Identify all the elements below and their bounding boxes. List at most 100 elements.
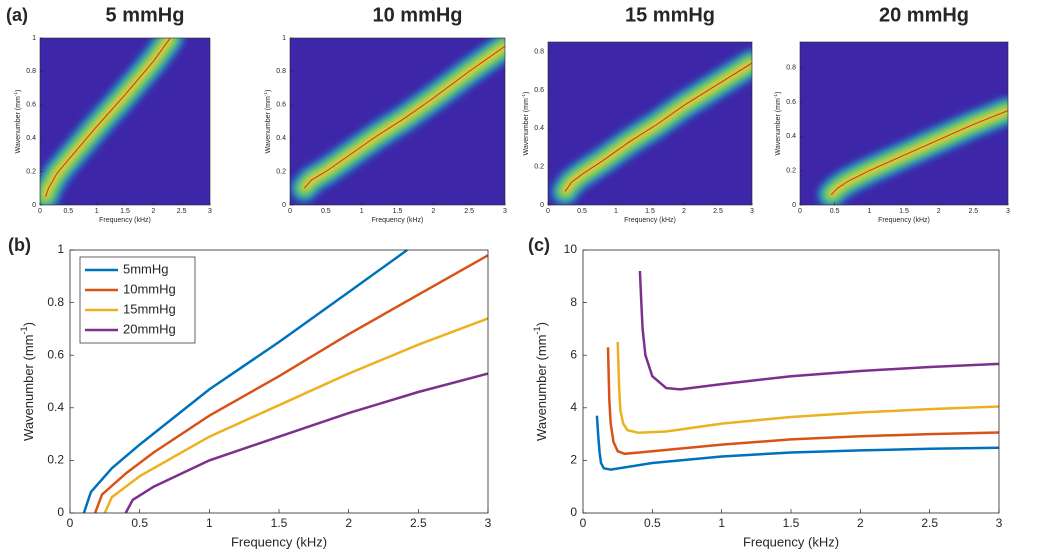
x-tick-label: 0 bbox=[67, 516, 74, 530]
series-line bbox=[595, 415, 1000, 471]
y-tick-label: 0.2 bbox=[534, 163, 544, 170]
series-line bbox=[93, 254, 489, 514]
legend-label: 5mmHg bbox=[123, 261, 169, 276]
series-line bbox=[124, 372, 489, 514]
x-tick-label: 0.5 bbox=[63, 208, 73, 215]
y-tick-label: 0.6 bbox=[534, 87, 544, 94]
chart-title: 15 mmHg bbox=[625, 4, 715, 26]
y-axis-label: Wavenumber (mm-1) bbox=[263, 89, 272, 153]
x-axis-label: Frequency (kHz) bbox=[878, 217, 930, 224]
x-tick-label: 1.5 bbox=[271, 516, 288, 530]
x-tick-label: 2.5 bbox=[410, 516, 427, 530]
chart-title: 10 mmHg bbox=[372, 4, 462, 26]
x-tick-label: 3 bbox=[996, 516, 1003, 530]
x-tick-label: 3 bbox=[1006, 208, 1010, 215]
series-line bbox=[82, 248, 408, 514]
y-tick-label: 0 bbox=[570, 505, 577, 519]
y-tick-label: 0.2 bbox=[276, 168, 286, 175]
y-axis-label-part: ) bbox=[265, 89, 272, 91]
x-tick-label: 2 bbox=[431, 208, 435, 215]
x-tick-label: 0.5 bbox=[321, 208, 331, 215]
x-axis-label: Frequency (kHz) bbox=[743, 534, 839, 549]
x-tick-label: 0 bbox=[288, 208, 292, 215]
x-tick-label: 2 bbox=[345, 516, 352, 530]
y-tick-label: 4 bbox=[570, 400, 577, 414]
y-axis-label-part: Wavenumber (mm bbox=[523, 98, 530, 155]
y-tick-label: 0.4 bbox=[26, 135, 36, 142]
y-tick-label: 0.8 bbox=[534, 48, 544, 55]
y-tick-label: 0.2 bbox=[26, 168, 36, 175]
y-tick-label: 0.8 bbox=[26, 68, 36, 75]
x-tick-label: 1 bbox=[360, 208, 364, 215]
legend-label: 15mmHg bbox=[123, 301, 176, 316]
y-tick-label: 0 bbox=[540, 202, 544, 209]
y-tick-label: 0.2 bbox=[786, 168, 796, 175]
y-tick-label: 0.4 bbox=[534, 125, 544, 132]
x-tick-label: 2.5 bbox=[968, 208, 978, 215]
y-tick-label: 0.2 bbox=[47, 453, 64, 467]
y-tick-label: 0 bbox=[282, 202, 286, 209]
y-tick-label: 0 bbox=[792, 202, 796, 209]
x-tick-label: 0.5 bbox=[131, 516, 148, 530]
x-tick-label: 0 bbox=[580, 516, 587, 530]
y-axis-label: Wavenumber (mm-1) bbox=[773, 91, 782, 155]
x-tick-label: 3 bbox=[208, 208, 212, 215]
x-tick-label: 0.5 bbox=[644, 516, 661, 530]
x-tick-label: 1 bbox=[718, 516, 725, 530]
y-tick-label: 1 bbox=[32, 35, 36, 42]
y-axis-label-part: ) bbox=[21, 322, 36, 326]
y-tick-label: 2 bbox=[570, 453, 577, 467]
y-axis-label-part: -1 bbox=[19, 326, 29, 334]
plot-area bbox=[583, 250, 999, 513]
y-axis-label-part: -1 bbox=[263, 92, 269, 97]
y-axis-label-part: -1 bbox=[13, 92, 19, 97]
x-tick-label: 2 bbox=[937, 208, 941, 215]
x-tick-label: 0.5 bbox=[577, 208, 587, 215]
y-tick-label: 0.6 bbox=[26, 102, 36, 109]
y-axis-label-part: Wavenumber (mm bbox=[15, 96, 22, 153]
x-tick-label: 3 bbox=[503, 208, 507, 215]
y-tick-label: 1 bbox=[282, 35, 286, 42]
x-tick-label: 0 bbox=[798, 208, 802, 215]
legend-box bbox=[79, 256, 196, 344]
x-axis-label: Frequency (kHz) bbox=[372, 217, 424, 224]
x-tick-label: 1 bbox=[95, 208, 99, 215]
series-line bbox=[606, 347, 1000, 456]
x-tick-label: 1 bbox=[867, 208, 871, 215]
y-axis-label-part: -1 bbox=[521, 94, 527, 99]
y-tick-label: 8 bbox=[570, 295, 577, 309]
x-tick-label: 2 bbox=[151, 208, 155, 215]
x-tick-label: 1.5 bbox=[120, 208, 130, 215]
x-tick-label: 1.5 bbox=[783, 516, 800, 530]
y-axis-label: Wavenumber (mm-1) bbox=[532, 322, 549, 441]
x-tick-label: 1.5 bbox=[393, 208, 403, 215]
y-tick-label: 0.8 bbox=[276, 68, 286, 75]
y-axis-label: Wavenumber (mm-1) bbox=[19, 322, 36, 441]
panel-label: (b) bbox=[8, 235, 31, 255]
y-tick-label: 0 bbox=[57, 505, 64, 519]
x-tick-label: 0.5 bbox=[830, 208, 840, 215]
legend-label: 20mmHg bbox=[123, 321, 176, 336]
y-tick-label: 0.4 bbox=[786, 133, 796, 140]
x-tick-label: 1 bbox=[614, 208, 618, 215]
series-line bbox=[103, 317, 489, 514]
y-tick-label: 0.4 bbox=[276, 135, 286, 142]
series-line bbox=[616, 341, 1000, 435]
x-tick-label: 1.5 bbox=[645, 208, 655, 215]
y-tick-label: 0.6 bbox=[786, 99, 796, 106]
fit-line bbox=[830, 110, 1008, 196]
y-tick-label: 1 bbox=[57, 242, 64, 256]
x-tick-label: 3 bbox=[750, 208, 754, 215]
panel-label: (c) bbox=[528, 235, 550, 255]
y-tick-label: 0.4 bbox=[47, 400, 64, 414]
y-axis-label-part: ) bbox=[775, 91, 782, 93]
y-axis-label: Wavenumber (mm-1) bbox=[13, 89, 22, 153]
y-axis-label-part: -1 bbox=[532, 326, 542, 334]
y-axis-label-part: ) bbox=[523, 91, 530, 93]
x-tick-label: 2 bbox=[857, 516, 864, 530]
x-tick-label: 2.5 bbox=[464, 208, 474, 215]
x-tick-label: 2.5 bbox=[177, 208, 187, 215]
panel-label: (a) bbox=[6, 5, 28, 25]
legend-label: 10mmHg bbox=[123, 281, 176, 296]
